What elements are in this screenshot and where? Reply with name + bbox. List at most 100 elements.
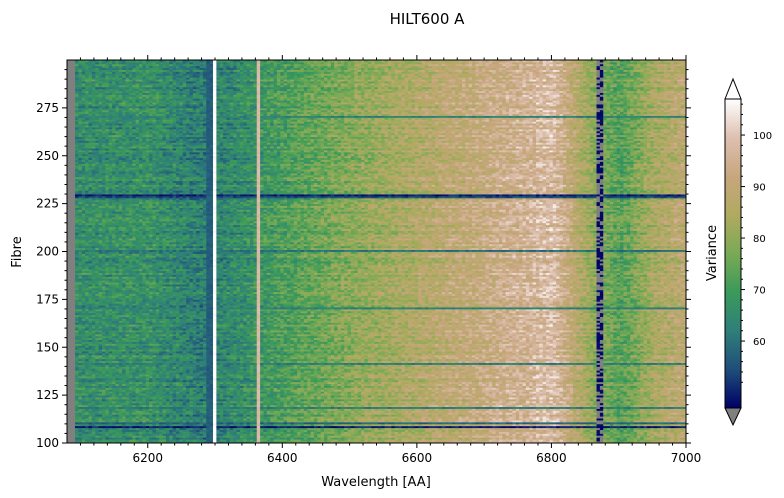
heatmap-cell: [219, 427, 224, 430]
heatmap-cell: [492, 435, 496, 438]
heatmap-cell: [579, 429, 584, 432]
heatmap-cell: [532, 420, 537, 423]
heatmap-cell: [404, 427, 409, 430]
heatmap-cell: [303, 437, 308, 440]
heatmap-cell: [636, 425, 641, 429]
heatmap-cell: [108, 421, 113, 425]
heatmap-cell: [125, 439, 130, 442]
heatmap-cell: [398, 431, 402, 434]
heatmap-cell: [418, 423, 422, 427]
heatmap-cell: [233, 423, 237, 427]
heatmap-cell: [677, 435, 682, 438]
heatmap-cell: [78, 429, 83, 432]
heatmap-cell: [250, 421, 254, 425]
heatmap-cell: [357, 425, 362, 429]
heatmap-cell: [300, 421, 305, 425]
heatmap-cell: [492, 433, 496, 436]
heatmap-cell: [680, 437, 685, 440]
heatmap-cell: [411, 425, 416, 429]
heatmap-cell: [572, 423, 577, 427]
heatmap-cell: [435, 427, 439, 430]
heatmap-cell: [620, 433, 624, 436]
heatmap-cell: [176, 433, 180, 436]
heatmap-cell: [603, 427, 607, 430]
heatmap-cell: [431, 435, 436, 438]
heatmap-cell: [88, 439, 93, 442]
heatmap-cell: [361, 423, 365, 427]
heatmap-cell: [334, 441, 338, 443]
heatmap-cell: [643, 433, 648, 436]
heatmap-cell: [414, 437, 419, 440]
heatmap-cell: [122, 421, 126, 425]
heatmap-cell: [105, 421, 110, 425]
heatmap-cell: [155, 423, 160, 427]
heatmap-cell: [408, 435, 412, 438]
heatmap-cell: [411, 429, 416, 432]
heatmap-cell: [300, 435, 305, 438]
heatmap-cell: [559, 439, 564, 442]
heatmap-cell: [404, 433, 409, 436]
heatmap-cell: [438, 435, 443, 438]
heatmap-cell: [495, 435, 500, 438]
heatmap-cell: [546, 439, 550, 442]
heatmap-cell: [118, 437, 123, 440]
heatmap-cell: [317, 429, 322, 432]
heatmap-cell: [135, 441, 140, 443]
heatmap-cell: [176, 429, 180, 432]
heatmap-cell: [445, 423, 449, 427]
heatmap-cell: [219, 420, 224, 423]
heatmap-cell: [630, 423, 634, 427]
heatmap-cell: [135, 433, 140, 436]
heatmap-cell: [492, 441, 496, 443]
heatmap-cell: [145, 435, 150, 438]
heatmap-cell: [320, 421, 325, 425]
plot-area: 6200 6400 6600 6800 7000 1001251501752002252…: [36, 55, 701, 465]
heatmap-cell: [609, 421, 614, 425]
heatmap-cell: [566, 427, 570, 430]
heatmap-cell: [515, 437, 520, 440]
heatmap-cell: [266, 421, 271, 425]
heatmap-cell: [216, 420, 221, 423]
heatmap-cell: [122, 420, 126, 423]
heatmap-cell: [542, 421, 547, 425]
heatmap-cell: [488, 441, 493, 443]
heatmap-cell: [216, 439, 221, 442]
heatmap-cell: [495, 437, 500, 440]
heatmap-cell: [542, 420, 547, 423]
heatmap-cell: [101, 423, 106, 427]
heatmap-cell: [391, 420, 396, 423]
heatmap-cell: [88, 421, 93, 425]
heatmap-cell: [347, 427, 352, 430]
heatmap-cell: [149, 425, 153, 429]
heatmap-cell: [683, 427, 686, 430]
heatmap-cell: [340, 429, 345, 432]
heatmap-cell: [105, 437, 110, 440]
heatmap-cell: [542, 429, 547, 432]
heatmap-cell: [586, 431, 591, 434]
heatmap-cell: [603, 420, 607, 423]
heatmap-cell: [95, 435, 100, 438]
heatmap-cell: [290, 441, 295, 443]
heatmap-cell: [673, 423, 678, 427]
heatmap-cell: [364, 431, 369, 434]
heatmap-cell: [384, 431, 389, 434]
heatmap-cell: [125, 425, 130, 429]
heatmap-cell: [313, 433, 318, 436]
heatmap-cell: [566, 425, 570, 429]
heatmap-cell: [125, 421, 130, 425]
heatmap-cell: [542, 433, 547, 436]
heatmap-cell: [223, 421, 227, 425]
heatmap-cell: [589, 425, 594, 429]
heatmap-cell: [401, 425, 406, 429]
heatmap-cell: [609, 431, 614, 434]
heatmap-cell: [98, 427, 103, 430]
heatmap-cell: [350, 431, 355, 434]
heatmap-cell: [532, 427, 537, 430]
heatmap-cell: [236, 427, 241, 430]
heatmap-cell: [623, 421, 628, 425]
heatmap-cell: [243, 435, 248, 438]
heatmap-cell: [596, 433, 601, 436]
heatmap-cell: [219, 429, 224, 432]
heatmap-cell: [307, 421, 311, 425]
heatmap-cell: [206, 441, 211, 443]
